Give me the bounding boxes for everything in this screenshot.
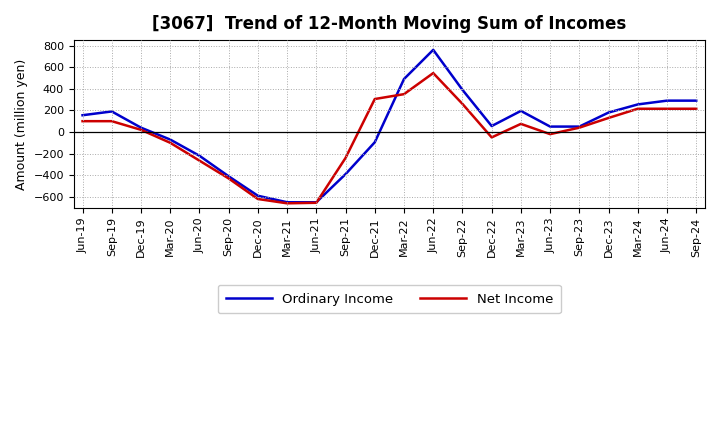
Title: [3067]  Trend of 12-Month Moving Sum of Incomes: [3067] Trend of 12-Month Moving Sum of I… — [152, 15, 626, 33]
Ordinary Income — [371, 139, 379, 145]
Ordinary Income — [516, 108, 525, 114]
Ordinary Income — [283, 200, 292, 205]
Net Income — [371, 96, 379, 102]
Net Income — [400, 92, 408, 97]
Net Income — [253, 196, 262, 202]
Ordinary Income — [458, 87, 467, 92]
Net Income — [487, 135, 496, 140]
Ordinary Income — [575, 124, 584, 129]
Y-axis label: Amount (million yen): Amount (million yen) — [15, 58, 28, 190]
Net Income — [225, 176, 233, 181]
Line: Net Income: Net Income — [83, 73, 696, 203]
Ordinary Income — [692, 98, 701, 103]
Net Income — [137, 127, 145, 132]
Ordinary Income — [546, 124, 554, 129]
Net Income — [575, 125, 584, 130]
Net Income — [458, 101, 467, 106]
Ordinary Income — [604, 110, 613, 115]
Net Income — [429, 70, 438, 76]
Ordinary Income — [253, 193, 262, 198]
Net Income — [546, 132, 554, 137]
Net Income — [516, 121, 525, 127]
Ordinary Income — [107, 109, 116, 114]
Legend: Ordinary Income, Net Income: Ordinary Income, Net Income — [217, 285, 561, 313]
Net Income — [283, 201, 292, 206]
Net Income — [78, 118, 87, 124]
Net Income — [341, 155, 350, 161]
Ordinary Income — [662, 98, 671, 103]
Ordinary Income — [137, 125, 145, 130]
Ordinary Income — [195, 153, 204, 158]
Net Income — [662, 106, 671, 111]
Ordinary Income — [225, 174, 233, 179]
Ordinary Income — [634, 102, 642, 107]
Net Income — [312, 200, 320, 205]
Net Income — [634, 106, 642, 111]
Ordinary Income — [429, 47, 438, 52]
Line: Ordinary Income: Ordinary Income — [83, 50, 696, 202]
Ordinary Income — [341, 172, 350, 177]
Ordinary Income — [487, 123, 496, 128]
Ordinary Income — [78, 113, 87, 118]
Ordinary Income — [166, 137, 174, 142]
Ordinary Income — [400, 77, 408, 82]
Net Income — [692, 106, 701, 111]
Net Income — [604, 115, 613, 121]
Ordinary Income — [312, 200, 320, 205]
Net Income — [107, 118, 116, 124]
Net Income — [166, 140, 174, 146]
Net Income — [195, 158, 204, 163]
